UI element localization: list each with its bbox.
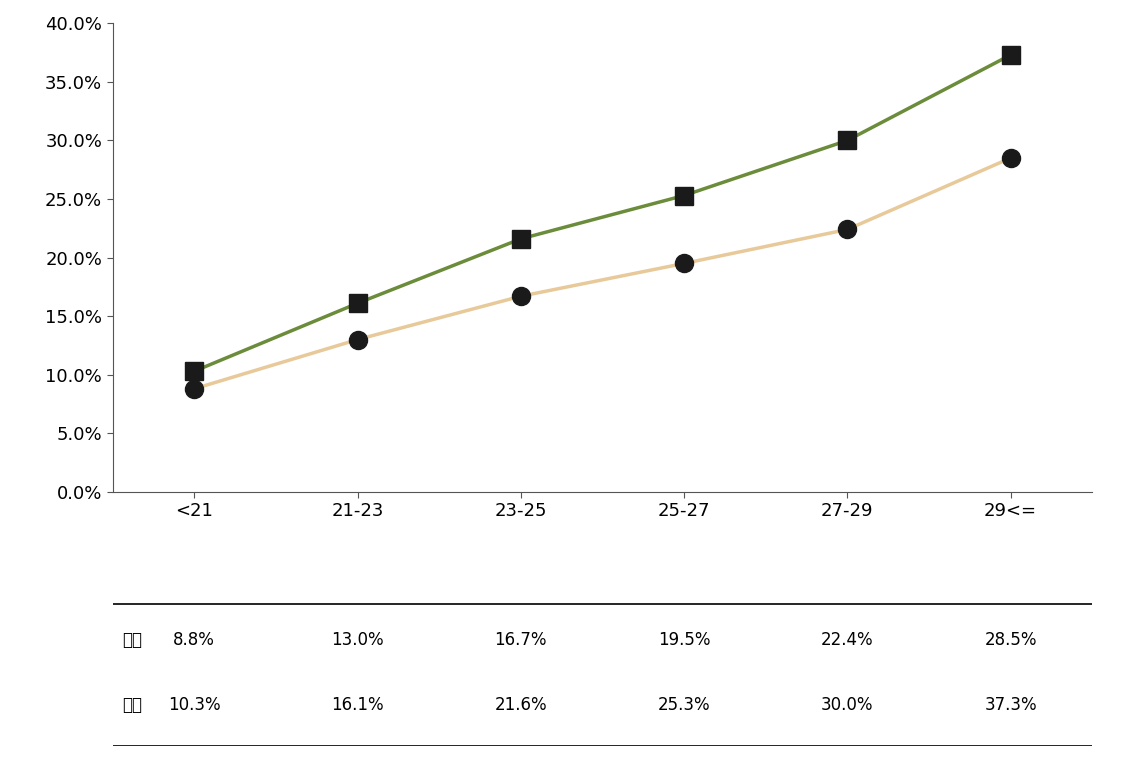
Text: 30.0%: 30.0% bbox=[821, 696, 874, 714]
Text: 19.5%: 19.5% bbox=[658, 632, 711, 650]
Text: 8.8%: 8.8% bbox=[173, 632, 215, 650]
Text: 여성: 여성 bbox=[123, 632, 142, 650]
Text: 16.7%: 16.7% bbox=[494, 632, 547, 650]
Text: 10.3%: 10.3% bbox=[168, 696, 221, 714]
Text: 25.3%: 25.3% bbox=[658, 696, 711, 714]
Text: 21.6%: 21.6% bbox=[494, 696, 547, 714]
Text: 남성: 남성 bbox=[123, 696, 142, 714]
Text: 37.3%: 37.3% bbox=[984, 696, 1037, 714]
Text: 16.1%: 16.1% bbox=[331, 696, 384, 714]
Text: 22.4%: 22.4% bbox=[821, 632, 874, 650]
Text: 28.5%: 28.5% bbox=[984, 632, 1037, 650]
Text: 13.0%: 13.0% bbox=[331, 632, 384, 650]
